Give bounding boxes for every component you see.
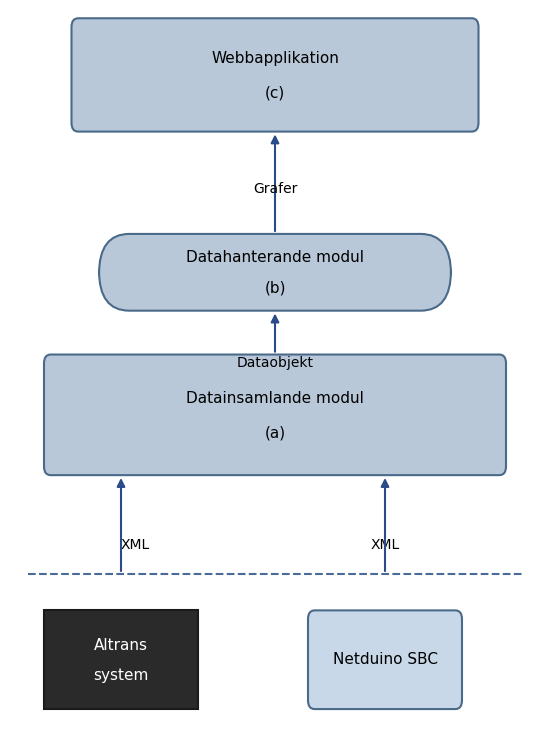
- Text: system: system: [94, 668, 148, 683]
- Text: XML: XML: [120, 537, 150, 552]
- Text: Dataobjekt: Dataobjekt: [236, 356, 314, 371]
- Text: Webbapplikation: Webbapplikation: [211, 51, 339, 67]
- FancyBboxPatch shape: [72, 18, 478, 132]
- Text: Grafer: Grafer: [253, 181, 297, 196]
- Text: Altrans: Altrans: [94, 637, 148, 653]
- Text: Netduino SBC: Netduino SBC: [333, 652, 437, 667]
- FancyBboxPatch shape: [308, 610, 462, 709]
- FancyBboxPatch shape: [44, 355, 506, 475]
- Text: Datahanterande modul: Datahanterande modul: [186, 250, 364, 265]
- Text: (c): (c): [265, 86, 285, 101]
- Text: Datainsamlande modul: Datainsamlande modul: [186, 391, 364, 406]
- FancyBboxPatch shape: [44, 610, 198, 709]
- Text: (b): (b): [264, 281, 286, 296]
- FancyBboxPatch shape: [99, 234, 451, 311]
- Text: (a): (a): [265, 425, 285, 441]
- Text: XML: XML: [370, 537, 400, 552]
